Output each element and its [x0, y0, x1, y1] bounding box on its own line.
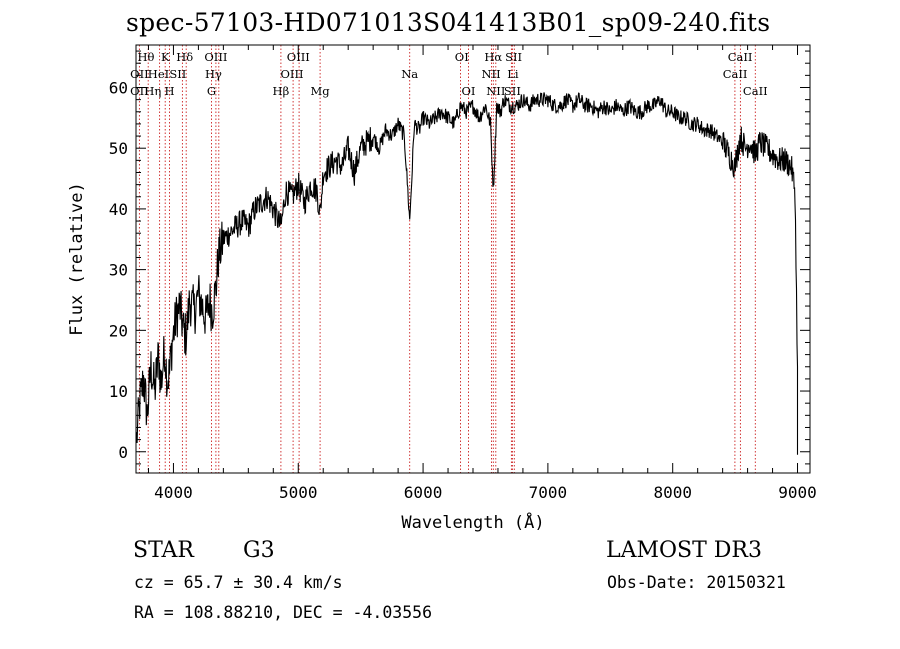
x-tick-label-5: 9000	[778, 483, 817, 502]
x-tick-label-2: 6000	[404, 483, 443, 502]
y-tick-label-4: 40	[109, 200, 128, 219]
x-tick-label-0: 4000	[154, 483, 193, 502]
line-label-15: NII	[482, 67, 501, 81]
line-label-11: SII	[169, 67, 186, 81]
line-label-9: OII	[130, 67, 149, 81]
axis-ticks: 4000 5000 6000 7000 8000 9000 0 10 20 30 40 50 60	[109, 45, 817, 502]
line-label-27: CaII	[743, 84, 768, 98]
x-tick-label-3: 7000	[529, 483, 568, 502]
line-label-6: Hα	[484, 50, 502, 64]
line-label-26: SII	[504, 84, 521, 98]
x-tick-label-4: 8000	[653, 483, 692, 502]
line-label-5: OI	[455, 50, 469, 64]
spectral-line-markers	[138, 45, 756, 473]
line-label-22: Hβ	[273, 84, 290, 98]
coordinates: RA = 108.88210, DEC = -4.03556	[134, 603, 433, 622]
y-tick-label-1: 10	[109, 382, 128, 401]
line-label-3: OIII	[204, 50, 227, 64]
x-axis-label: Wavelength (Å)	[401, 511, 544, 533]
y-axis-label: Flux (relative)	[67, 182, 87, 336]
line-label-21: G	[207, 84, 216, 98]
object-class: STAR	[133, 538, 194, 563]
line-label-19: Hη	[144, 84, 161, 98]
line-label-1: K	[161, 50, 170, 64]
y-tick-label-5: 50	[109, 139, 128, 158]
line-label-10: HeI	[148, 67, 169, 81]
line-label-8: CaII	[728, 50, 753, 64]
object-subclass: G3	[243, 538, 275, 563]
line-label-14: Na	[401, 67, 418, 81]
survey-name: LAMOST DR3	[606, 538, 762, 563]
redshift-velocity: cz = 65.7 ± 30.4 km/s	[134, 573, 343, 592]
line-label-24: OI	[462, 84, 476, 98]
y-tick-label-0: 0	[118, 443, 128, 462]
line-label-17: CaII	[723, 67, 748, 81]
observation-date: Obs-Date: 20150321	[607, 573, 786, 592]
line-label-13: OIII	[280, 67, 303, 81]
y-tick-label-3: 30	[109, 261, 128, 280]
line-label-12: Hγ	[205, 67, 222, 81]
y-tick-label-6: 60	[109, 78, 128, 97]
line-label-23: Mg	[311, 84, 331, 98]
chart-title: spec-57103-HD071013S041413B01_sp09-240.f…	[126, 8, 771, 37]
line-label-4: OIII	[287, 50, 310, 64]
x-tick-label-1: 5000	[279, 483, 318, 502]
line-label-20: H	[164, 84, 174, 98]
flux-series-line	[136, 92, 799, 455]
line-label-2: Hδ	[176, 50, 193, 64]
line-label-16: Li	[507, 67, 519, 81]
line-label-7: SII	[505, 50, 522, 64]
line-label-25: NII	[486, 84, 505, 98]
line-label-0: Hθ	[138, 50, 155, 64]
y-tick-label-2: 20	[109, 321, 128, 340]
